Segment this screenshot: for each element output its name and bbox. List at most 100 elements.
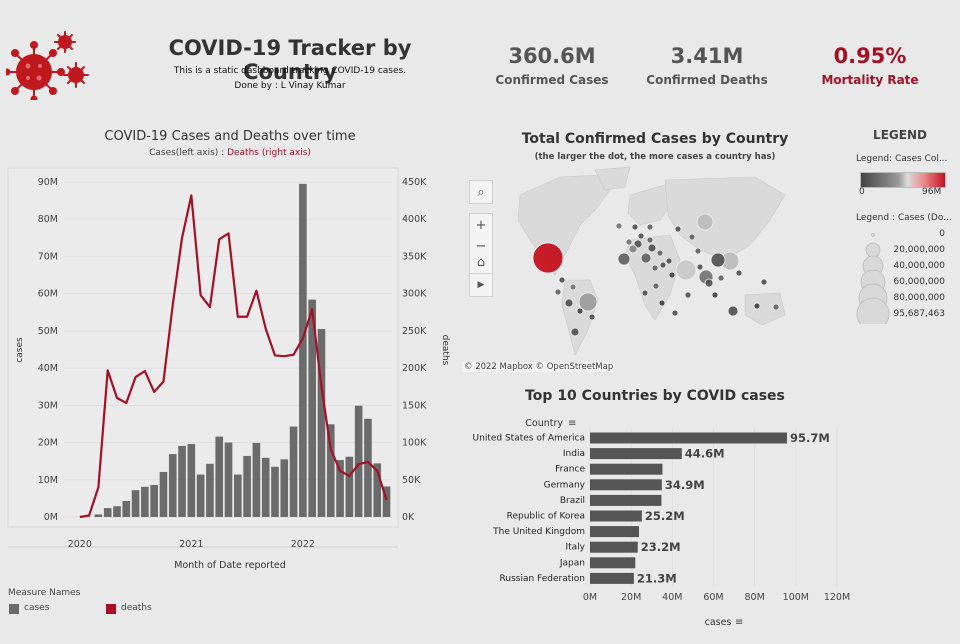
cases-bar[interactable] — [373, 463, 382, 517]
country-dot[interactable] — [674, 225, 682, 233]
country-dot[interactable] — [532, 242, 564, 274]
country-bar[interactable] — [590, 572, 634, 584]
country-dot[interactable] — [656, 249, 664, 257]
cases-bar[interactable] — [336, 460, 344, 517]
cases-bar[interactable] — [308, 299, 316, 517]
country-dot[interactable] — [760, 278, 768, 286]
legend-cases-label[interactable]: cases — [24, 603, 50, 613]
country-dot[interactable] — [727, 305, 739, 317]
country-dot[interactable] — [569, 283, 577, 291]
country-bar[interactable] — [590, 526, 639, 538]
country-bar[interactable] — [590, 541, 638, 553]
cases-bar[interactable] — [354, 405, 363, 517]
country-dot[interactable] — [710, 252, 726, 268]
country-dot[interactable] — [659, 261, 667, 269]
country-dot[interactable] — [578, 292, 598, 312]
cases-bar[interactable] — [159, 471, 168, 517]
country-bar[interactable] — [590, 494, 662, 506]
cases-bar[interactable] — [345, 456, 354, 517]
legend-deaths-label[interactable]: deaths — [121, 603, 152, 613]
country-dot[interactable] — [640, 252, 652, 264]
country-dot[interactable] — [641, 289, 649, 297]
country-bar[interactable] — [590, 432, 787, 444]
sort-icon[interactable]: ≡ — [568, 418, 576, 429]
country-dot[interactable] — [652, 282, 660, 290]
country-dot[interactable] — [696, 213, 714, 231]
cases-bar[interactable] — [178, 445, 186, 517]
cases-bar[interactable] — [131, 490, 140, 517]
cases-bar[interactable] — [252, 442, 261, 517]
cases-bar[interactable] — [280, 459, 289, 517]
sort-icon[interactable]: ≡ — [735, 617, 743, 628]
cases-bar[interactable] — [243, 455, 251, 517]
cases-bar[interactable] — [150, 484, 158, 517]
country-dot[interactable] — [576, 307, 584, 315]
top10-chart[interactable]: Country ≡ 0M 20M 40M 60M 80M 100M 120M United Sta… — [460, 410, 860, 635]
cases-bar[interactable] — [234, 474, 242, 517]
country-bar[interactable] — [590, 557, 636, 569]
map-attribution[interactable]: © 2022 Mapbox © OpenStreetMap — [462, 362, 616, 372]
cases-bar[interactable] — [141, 486, 149, 517]
map-play-button[interactable]: ▶ — [469, 273, 493, 297]
country-bar[interactable] — [590, 479, 662, 491]
country-dot[interactable] — [564, 298, 574, 308]
country-dot[interactable] — [615, 222, 623, 230]
cases-bar[interactable] — [317, 329, 326, 517]
map-home-button[interactable]: ⌂ — [469, 251, 493, 274]
country-dot[interactable] — [684, 291, 692, 299]
country-dot[interactable] — [625, 238, 633, 246]
cases-bar[interactable] — [382, 486, 391, 517]
cases-bar[interactable] — [261, 457, 270, 517]
country-dot[interactable] — [772, 303, 780, 311]
country-bar[interactable] — [590, 510, 642, 522]
world-map[interactable] — [500, 165, 800, 365]
cases-bar[interactable] — [206, 463, 214, 517]
country-dot[interactable] — [688, 233, 696, 241]
country-dot[interactable] — [588, 313, 596, 321]
country-dot[interactable] — [675, 259, 697, 281]
cases-bar[interactable] — [187, 444, 196, 517]
country-dot[interactable] — [637, 232, 645, 240]
cases-bar[interactable] — [215, 436, 224, 517]
cases-bar[interactable] — [103, 508, 112, 517]
country-dot[interactable] — [694, 247, 702, 255]
country-dot[interactable] — [704, 278, 714, 288]
country-dot[interactable] — [646, 236, 654, 244]
deaths-line[interactable] — [79, 194, 388, 519]
country-dot[interactable] — [711, 291, 719, 299]
time-chart-subtitle-cases: Cases(left axis) : — [149, 148, 225, 158]
country-dot[interactable] — [554, 288, 562, 296]
cases-bar[interactable] — [326, 424, 335, 517]
country-dot[interactable] — [658, 299, 666, 307]
country-dot[interactable] — [696, 263, 704, 271]
country-bar[interactable] — [590, 448, 682, 460]
country-dot[interactable] — [558, 276, 566, 284]
country-dot[interactable] — [668, 271, 676, 279]
map-zoom-in-button[interactable]: + — [469, 213, 493, 236]
country-dot[interactable] — [647, 243, 657, 253]
country-dot[interactable] — [570, 327, 580, 337]
country-dot[interactable] — [665, 257, 673, 265]
country-dot[interactable] — [651, 264, 659, 272]
cases-bar[interactable] — [364, 418, 372, 517]
cases-bar[interactable] — [299, 183, 307, 517]
cases-bar[interactable] — [168, 454, 177, 517]
cases-bar[interactable] — [196, 474, 205, 517]
cases-bar[interactable] — [224, 442, 233, 517]
cases-bar[interactable] — [113, 506, 121, 517]
map-search-button[interactable]: ⌕ — [469, 180, 493, 204]
country-dot[interactable] — [735, 269, 743, 277]
cases-bar[interactable] — [94, 514, 103, 517]
country-dot[interactable] — [671, 309, 679, 317]
cases-bar[interactable] — [289, 426, 298, 517]
country-dot[interactable] — [617, 252, 631, 266]
time-chart[interactable]: 0M 10M 20M 30M 40M 50M 60M 70M 80M 90M 0K 50K 100K 15… — [0, 160, 460, 580]
country-bar[interactable] — [590, 463, 663, 475]
cases-bar[interactable] — [271, 466, 279, 517]
country-dot[interactable] — [753, 302, 761, 310]
cases-bar[interactable] — [122, 500, 131, 517]
country-dot[interactable] — [628, 244, 638, 254]
country-dot[interactable] — [717, 274, 725, 282]
country-dot[interactable] — [631, 223, 639, 231]
country-dot[interactable] — [646, 223, 654, 231]
